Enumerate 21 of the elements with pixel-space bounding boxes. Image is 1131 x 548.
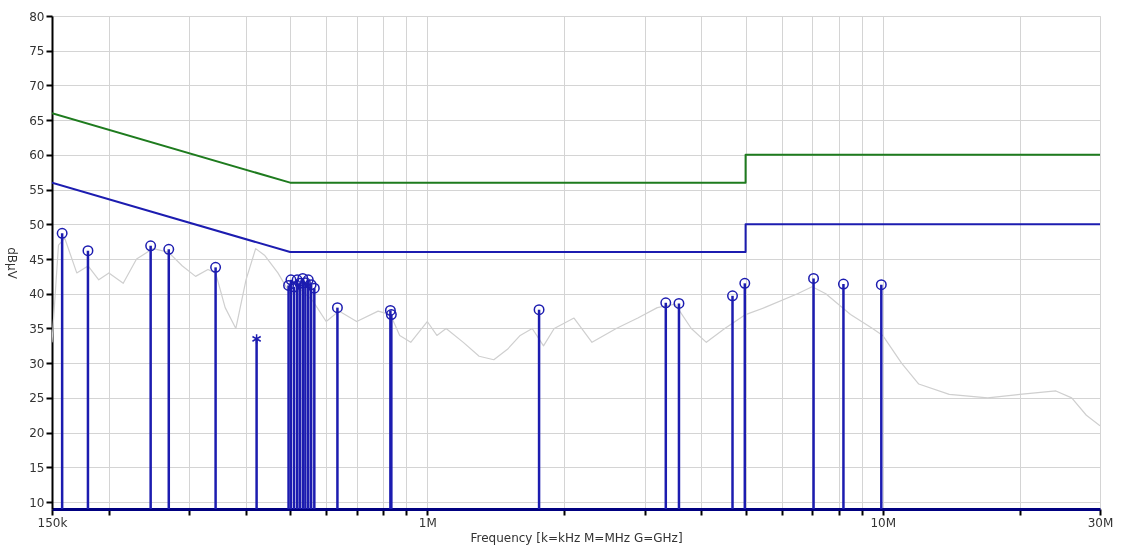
y-tick-label: 20 [29,426,45,441]
y-tick-label: 15 [29,460,45,475]
y-axis-title: dBµV [5,247,20,280]
y-tick-label: 80 [29,9,45,24]
x-tick-label: 30M [1087,515,1114,530]
x-axis-title: Frequency [k=kHz M=MHz G=GHz] [470,530,683,545]
y-tick-label: 75 [29,44,45,59]
y-tick-label: 45 [29,252,45,267]
y-tick-label: 35 [29,321,45,336]
y-tick-label: 60 [29,148,45,163]
y-tick-label: 10 [29,495,45,510]
y-tick-label: 40 [29,287,45,302]
y-tick-label: 65 [29,113,45,128]
y-tick-label: 25 [29,391,45,406]
y-tick-label: 55 [29,183,45,198]
x-tick-label: 1M [418,515,437,530]
x-tick-label: 150k [37,515,68,530]
y-tick-label: 30 [29,356,45,371]
x-tick-label: 10M [870,515,897,530]
y-tick-label: 70 [29,78,45,93]
y-tick-label: 50 [29,217,45,232]
